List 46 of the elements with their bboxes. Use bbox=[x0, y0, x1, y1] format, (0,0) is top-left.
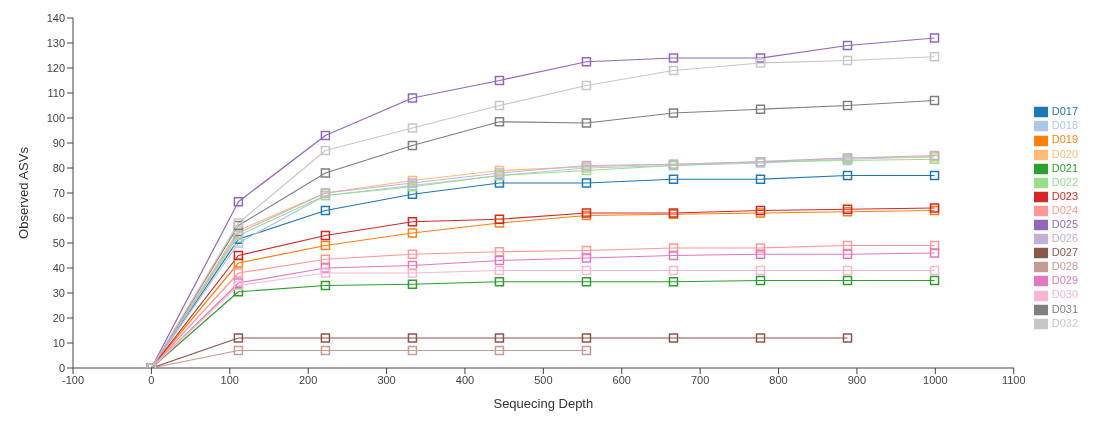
legend-label: D030 bbox=[1051, 288, 1078, 301]
y-tick-label: 40 bbox=[52, 261, 65, 274]
x-tick-label: 1100 bbox=[1001, 373, 1026, 386]
y-tick-label: 100 bbox=[46, 111, 65, 124]
x-tick-label: -100 bbox=[61, 373, 85, 386]
legend-label: D021 bbox=[1051, 161, 1078, 174]
x-tick-label: 1000 bbox=[923, 373, 948, 386]
x-tick-label: 600 bbox=[612, 373, 631, 386]
x-tick-label: 100 bbox=[220, 373, 239, 386]
y-tick-label: 70 bbox=[52, 186, 65, 199]
y-tick-label: 30 bbox=[52, 286, 65, 299]
legend-label: D019 bbox=[1051, 133, 1078, 146]
legend-label: D017 bbox=[1051, 105, 1078, 118]
legend-label: D018 bbox=[1051, 119, 1078, 132]
y-tick-label: 20 bbox=[52, 311, 65, 324]
legend-label: D032 bbox=[1051, 316, 1078, 329]
x-tick-label: 800 bbox=[769, 373, 788, 386]
y-tick-label: 60 bbox=[52, 211, 65, 224]
legend-label: D026 bbox=[1051, 232, 1078, 245]
legend-label: D022 bbox=[1051, 175, 1078, 188]
x-tick-label: 500 bbox=[534, 373, 553, 386]
y-tick-label: 90 bbox=[52, 136, 65, 149]
x-tick-label: 300 bbox=[377, 373, 396, 386]
legend-label: D028 bbox=[1051, 260, 1078, 273]
x-tick-label: 400 bbox=[455, 373, 475, 386]
y-tick-label: 80 bbox=[52, 161, 65, 174]
y-tick-label: 0 bbox=[58, 361, 65, 374]
y-tick-label: 140 bbox=[46, 11, 65, 24]
legend-label: D029 bbox=[1051, 274, 1078, 287]
x-axis-title: Sequecing Depth bbox=[493, 396, 594, 411]
y-tick-label: 10 bbox=[52, 336, 65, 349]
legend-label: D024 bbox=[1051, 203, 1078, 216]
x-tick-label: 0 bbox=[148, 373, 155, 386]
legend-label: D025 bbox=[1051, 218, 1078, 230]
x-tick-label: 700 bbox=[690, 373, 710, 386]
legend-label: D020 bbox=[1051, 147, 1078, 160]
y-axis-title: Observed ASVs bbox=[15, 146, 31, 239]
legend-label: D027 bbox=[1051, 246, 1078, 259]
legend-label: D031 bbox=[1051, 302, 1078, 315]
y-tick-label: 50 bbox=[52, 236, 65, 249]
y-tick-label: 120 bbox=[46, 61, 65, 74]
x-tick-label: 200 bbox=[299, 373, 318, 386]
x-tick-label: 900 bbox=[847, 373, 867, 386]
y-tick-label: 130 bbox=[46, 36, 65, 49]
legend-label: D023 bbox=[1051, 189, 1078, 202]
y-tick-label: 110 bbox=[47, 86, 65, 99]
